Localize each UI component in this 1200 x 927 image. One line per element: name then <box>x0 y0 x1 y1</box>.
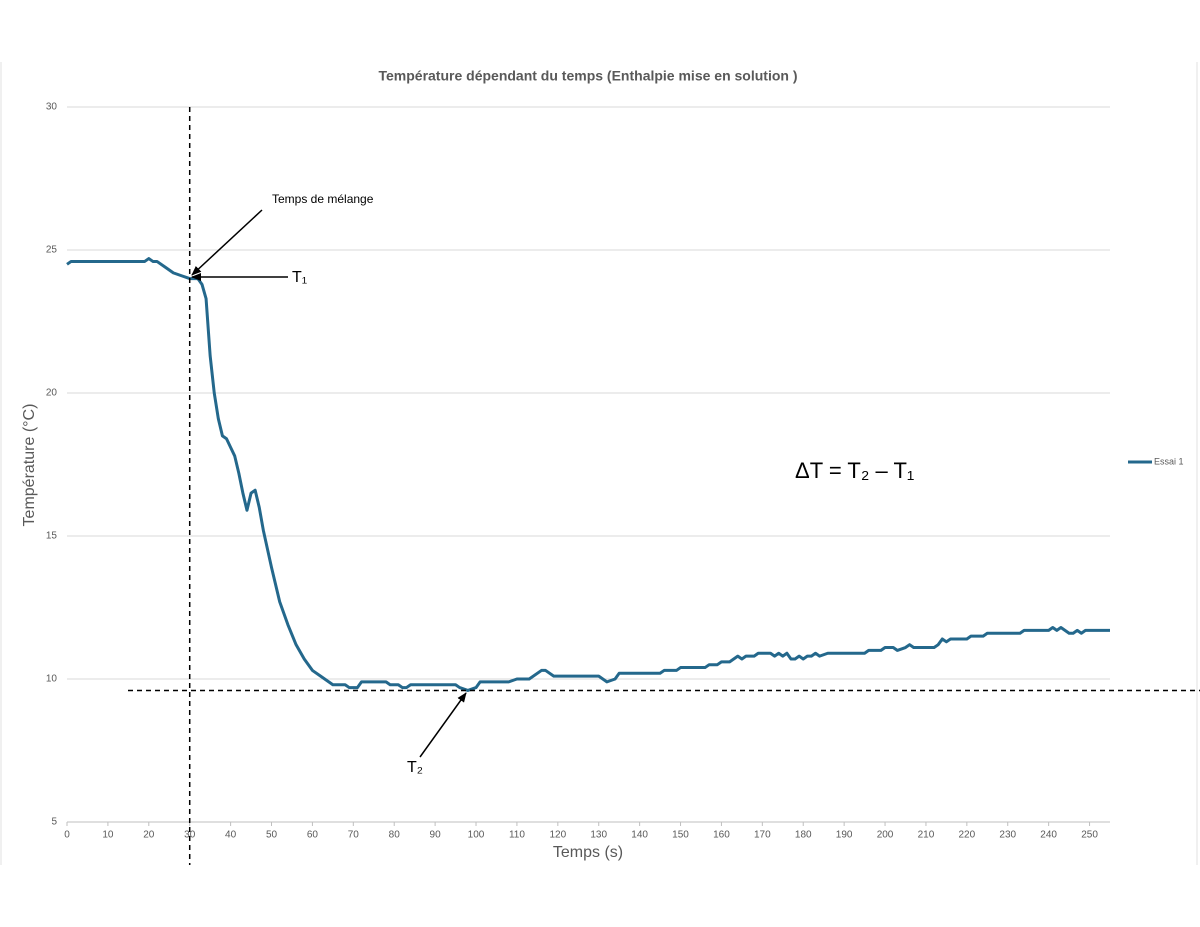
x-tick-label: 120 <box>549 830 566 841</box>
x-tick-label: 250 <box>1081 830 1098 841</box>
arrow <box>419 692 467 758</box>
x-tick-label: 100 <box>468 830 485 841</box>
plot-area: 5 10 15 20 25 30 0 10 20 30 40 50 60 70 80 90 100 110 120 1… <box>46 102 1110 841</box>
arrow <box>191 209 263 276</box>
x-tick-label: 110 <box>509 830 525 841</box>
x-tick-label: 240 <box>1040 830 1057 841</box>
y-tick-label: 20 <box>46 388 58 399</box>
x-tick-label: 140 <box>631 830 648 841</box>
x-tick-label: 20 <box>143 830 155 841</box>
x-tick-label: 150 <box>672 830 689 841</box>
annotation-delta: ΔT = T₂ – T₁ <box>795 458 914 483</box>
x-tick-label: 70 <box>348 830 360 841</box>
legend-label: Essai 1 <box>1154 456 1184 466</box>
y-tick-label: 5 <box>51 817 57 828</box>
y-tick-label: 30 <box>46 102 58 113</box>
annotation-mixing: Temps de mélange <box>272 192 374 206</box>
x-tick-label: 60 <box>307 830 319 841</box>
y-tick-label: 25 <box>46 245 58 256</box>
x-tick-label: 40 <box>225 830 237 841</box>
x-tick-label: 130 <box>590 830 607 841</box>
x-tick-label: 0 <box>64 830 70 841</box>
x-tick-label: 230 <box>999 830 1016 841</box>
x-tick-label: 220 <box>958 830 975 841</box>
x-tick-label: 210 <box>918 830 935 841</box>
series-line <box>66 257 1110 692</box>
x-tick-label: 160 <box>713 830 730 841</box>
x-tick-label: 200 <box>877 830 894 841</box>
x-tick-label: 10 <box>102 830 114 841</box>
x-tick-label: 80 <box>389 830 401 841</box>
y-tick-label: 10 <box>46 674 58 685</box>
y-tick-label: 15 <box>46 531 58 542</box>
x-tick-label: 170 <box>754 830 771 841</box>
x-tick-label: 190 <box>836 830 853 841</box>
x-tick-label: 50 <box>266 830 278 841</box>
x-tick-label: 180 <box>795 830 812 841</box>
chart-title: Température dépendant du temps (Enthalpi… <box>378 68 797 84</box>
x-axis-title: Temps (s) <box>553 844 623 861</box>
x-tick-label: 30 <box>184 830 196 841</box>
annotation-t2: T₂ <box>407 759 423 776</box>
annotation-t1: T₁ <box>292 269 307 286</box>
y-axis-title: Température (°C) <box>21 404 38 527</box>
x-tick-label: 90 <box>430 830 442 841</box>
